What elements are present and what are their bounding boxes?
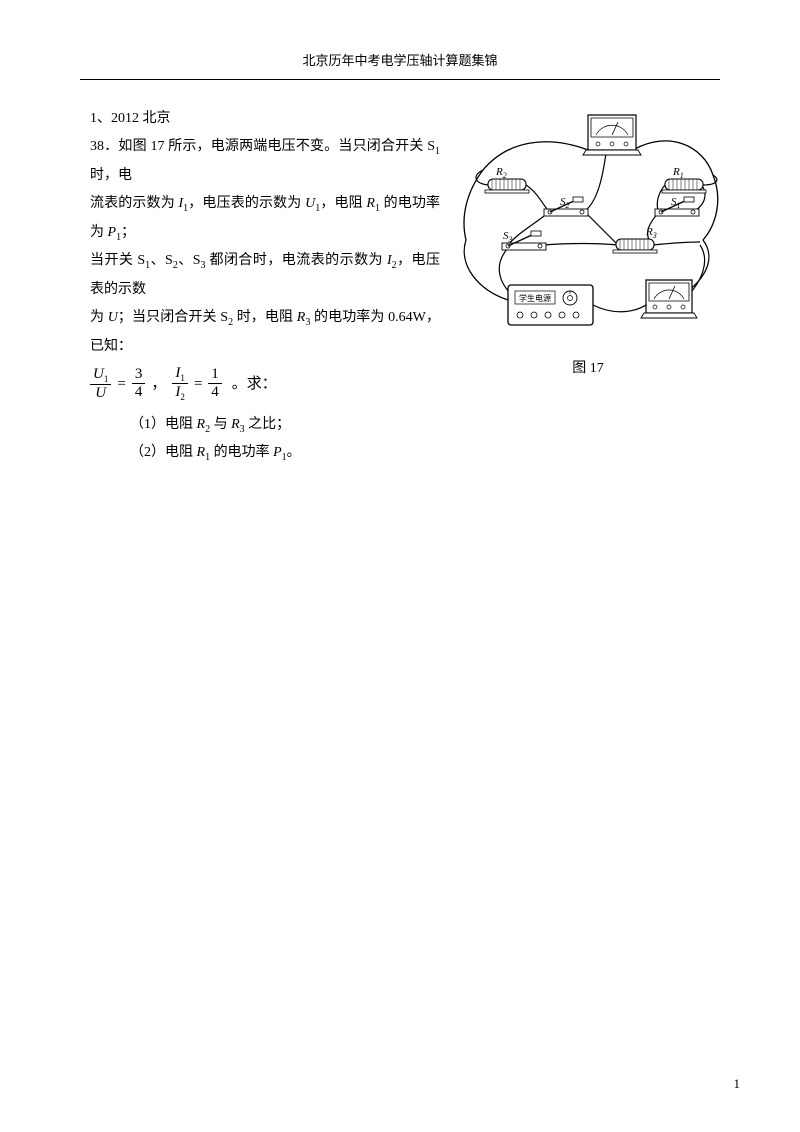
- resistor-r2-icon: R2: [485, 166, 529, 193]
- resistor-r3-icon: R3: [613, 226, 657, 253]
- ammeter-icon: [641, 280, 697, 318]
- fraction-2: 3 4: [132, 366, 146, 402]
- svg-text:R2: R2: [495, 166, 507, 180]
- page-header: 北京历年中考电学压轴计算题集锦: [0, 0, 800, 69]
- formula: U1 U = 3 4 ， I1 I2 = 1 4 。求：: [90, 365, 440, 403]
- problem-line-1: 38．如图 17 所示，电源两端电压不变。当只闭合开关 S1 时，电: [90, 133, 440, 190]
- question-1: （1）电阻 R2 与 R3 之比；: [130, 411, 440, 440]
- voltmeter-icon: [583, 115, 641, 155]
- problem-number: 1、2012 北京: [90, 105, 440, 133]
- circuit-svg: 学生电源 R2 R1: [448, 105, 728, 340]
- switch-s2-icon: S2: [544, 196, 588, 216]
- svg-text:S1: S1: [671, 196, 681, 210]
- switch-s1-icon: S1: [655, 196, 699, 216]
- fraction-1: U1 U: [90, 366, 111, 403]
- fraction-3: I1 I2: [172, 365, 188, 403]
- problem-text: 1、2012 北京 38．如图 17 所示，电源两端电压不变。当只闭合开关 S1…: [90, 105, 440, 468]
- horizontal-rule: [80, 79, 720, 80]
- svg-text:学生电源: 学生电源: [519, 293, 551, 303]
- problem-line-4: 为 U；当只闭合开关 S2 时，电阻 R3 的电功率为 0.64W，已知：: [90, 304, 440, 361]
- page-number: 1: [734, 1076, 741, 1092]
- svg-text:R3: R3: [645, 226, 657, 240]
- resistor-r1-icon: R1: [662, 166, 706, 193]
- figure-caption: 图 17: [448, 357, 728, 377]
- fraction-4: 1 4: [208, 366, 222, 402]
- svg-text:S3: S3: [503, 230, 513, 244]
- power-supply-icon: 学生电源: [508, 285, 593, 325]
- question-2: （2）电阻 R1 的电功率 P1。: [130, 439, 440, 468]
- problem-line-3: 当开关 S1、S2、S3 都闭合时，电流表的示数为 I2，电压表的示数: [90, 247, 440, 304]
- circuit-figure: 学生电源 R2 R1: [448, 105, 728, 377]
- svg-text:S2: S2: [560, 196, 570, 210]
- problem-line-2: 流表的示数为 I1，电压表的示数为 U1，电阻 R1 的电功率为 P1；: [90, 190, 440, 248]
- content-area: 1、2012 北京 38．如图 17 所示，电源两端电压不变。当只闭合开关 S1…: [90, 105, 720, 468]
- switch-s3-icon: S3: [502, 230, 546, 250]
- sub-questions: （1）电阻 R2 与 R3 之比； （2）电阻 R1 的电功率 P1。: [130, 411, 440, 469]
- svg-text:R1: R1: [672, 166, 684, 180]
